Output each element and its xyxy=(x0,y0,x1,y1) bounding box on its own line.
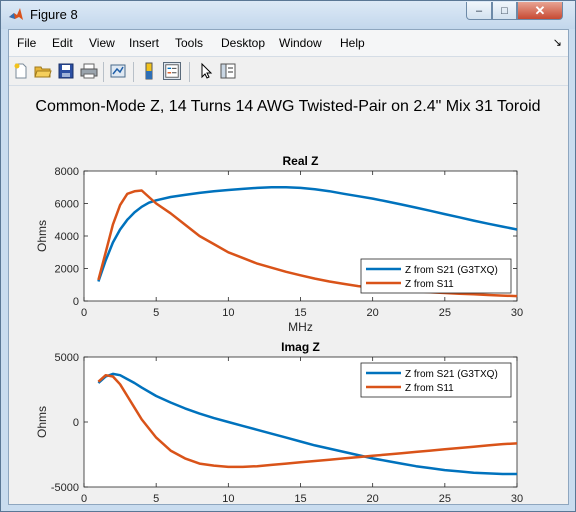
property-editor-icon[interactable] xyxy=(219,62,237,80)
legend-entry: Z from S21 (G3TXQ) xyxy=(405,265,498,276)
menu-desktop[interactable]: Desktop xyxy=(221,36,266,50)
link-plot-icon[interactable] xyxy=(109,62,127,80)
legend-box xyxy=(360,258,512,294)
toolbar-separator xyxy=(189,62,190,82)
pointer-icon[interactable] xyxy=(197,62,215,80)
x-tick-label: 0 xyxy=(81,493,87,504)
legend-entry: Z from S11 xyxy=(405,279,454,290)
y-tick-label: 8000 xyxy=(55,166,79,178)
x-tick-label: 0 xyxy=(81,307,87,319)
open-file-icon[interactable] xyxy=(34,62,52,80)
toolbar-separator xyxy=(133,62,134,82)
x-tick-label: 10 xyxy=(222,307,234,319)
y-tick-label: 5000 xyxy=(55,352,79,364)
y-tick-label: 2000 xyxy=(55,264,79,276)
menu-help[interactable]: Help xyxy=(340,36,365,50)
menu-insert[interactable]: Insert xyxy=(129,36,160,50)
x-tick-label: 30 xyxy=(511,307,523,319)
series-line-s21 xyxy=(97,372,517,476)
window-title: Figure 8 xyxy=(30,7,78,22)
x-tick-label: 25 xyxy=(439,493,451,504)
plot-area[interactable]: Common-Mode Z, 14 Turns 14 AWG Twisted-P… xyxy=(9,86,568,512)
y-tick-label: 0 xyxy=(73,296,79,308)
menu-bar: File Edit View Insert Tools Desktop Wind… xyxy=(9,30,568,56)
menu-window[interactable]: Window xyxy=(279,36,322,50)
toolbar-separator xyxy=(103,62,104,82)
dock-arrow-icon[interactable]: ↘ xyxy=(552,37,562,49)
y-axis-label: Ohms xyxy=(35,406,49,438)
series-line-s11 xyxy=(97,373,518,469)
x-tick-label: 10 xyxy=(222,493,234,504)
legend-entry: Z from S21 (G3TXQ) xyxy=(405,369,498,380)
menu-tools[interactable]: Tools xyxy=(175,36,204,50)
x-tick-label: 5 xyxy=(153,307,159,319)
title-bar[interactable]: Figure 8 – □ ✕ xyxy=(1,1,575,29)
x-axis-label: MHz xyxy=(288,320,313,334)
figure-suptitle: Common-Mode Z, 14 Turns 14 AWG Twisted-P… xyxy=(35,98,540,115)
maximize-button[interactable]: □ xyxy=(492,2,517,20)
x-tick-label: 15 xyxy=(294,307,306,319)
menu-edit[interactable]: Edit xyxy=(52,36,73,50)
y-tick-label: 4000 xyxy=(55,231,79,243)
axes-title: Real Z xyxy=(282,154,318,168)
x-tick-label: 5 xyxy=(153,493,159,504)
menu-view[interactable]: View xyxy=(89,36,115,50)
colorbar-icon[interactable] xyxy=(140,62,158,80)
x-tick-label: 20 xyxy=(367,493,379,504)
y-tick-label: 6000 xyxy=(55,199,79,211)
matlab-logo-icon xyxy=(9,8,23,20)
menu-file[interactable]: File xyxy=(17,36,37,50)
axes-title: Imag Z xyxy=(281,340,320,354)
figure-toolbar xyxy=(9,56,568,86)
figure-client-area: File Edit View Insert Tools Desktop Wind… xyxy=(8,29,569,512)
minimize-button[interactable]: – xyxy=(466,2,492,20)
x-tick-label: 15 xyxy=(294,493,306,504)
x-tick-label: 20 xyxy=(367,307,379,319)
print-icon[interactable] xyxy=(80,62,98,80)
close-button[interactable]: ✕ xyxy=(517,2,563,20)
y-tick-label: 0 xyxy=(73,417,79,429)
x-tick-label: 25 xyxy=(439,307,451,319)
legend-entry: Z from S11 xyxy=(405,383,454,394)
save-icon[interactable] xyxy=(57,62,75,80)
figure-canvas: Common-Mode Z, 14 Turns 14 AWG Twisted-P… xyxy=(9,86,568,512)
legend-box xyxy=(360,362,512,398)
legend-icon[interactable] xyxy=(163,62,181,80)
y-tick-label: -5000 xyxy=(51,482,79,494)
series-line-s21 xyxy=(97,186,518,282)
new-figure-icon[interactable] xyxy=(12,62,30,80)
y-axis-label: Ohms xyxy=(35,220,49,252)
x-tick-label: 30 xyxy=(511,493,523,504)
